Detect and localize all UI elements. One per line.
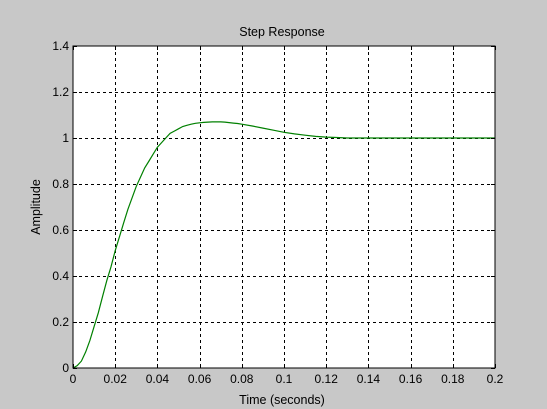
x-tick-label: 0.06 xyxy=(188,372,212,386)
step-response-line xyxy=(72,121,495,369)
x-tick-label: 0.08 xyxy=(230,372,254,386)
y-tick-label: 0.8 xyxy=(52,177,69,191)
plot-area xyxy=(73,46,495,368)
tick-labels: 0 0.02 0.04 0.06 0.08 0.1 0.12 0.14 0.16 0.18 0.2 0… xyxy=(52,39,503,386)
ticks xyxy=(73,46,496,369)
y-tick-label: 0.2 xyxy=(52,315,69,329)
x-tick-label: 0.16 xyxy=(399,372,423,386)
x-tick-label: 0.04 xyxy=(146,372,170,386)
grid xyxy=(73,46,495,368)
x-tick-label: 0.2 xyxy=(487,372,504,386)
x-tick-label: 0.12 xyxy=(315,372,339,386)
y-tick-label: 1.2 xyxy=(52,85,69,99)
x-tick-label: 0.02 xyxy=(104,372,128,386)
y-tick-label: 0.4 xyxy=(52,269,69,283)
x-tick-label: 0.1 xyxy=(276,372,293,386)
y-axis-label: Amplitude xyxy=(29,179,43,235)
y-tick-label: 1 xyxy=(62,131,69,145)
y-tick-label: 0 xyxy=(62,361,69,375)
chart-title: Step Response xyxy=(239,25,325,39)
y-tick-label: 0.6 xyxy=(52,223,69,237)
x-axis-label: Time (seconds) xyxy=(239,393,325,407)
x-tick-label: 0 xyxy=(70,372,77,386)
x-tick-label: 0.18 xyxy=(441,372,465,386)
x-tick-label: 0.14 xyxy=(357,372,381,386)
y-tick-label: 1.4 xyxy=(52,39,69,53)
